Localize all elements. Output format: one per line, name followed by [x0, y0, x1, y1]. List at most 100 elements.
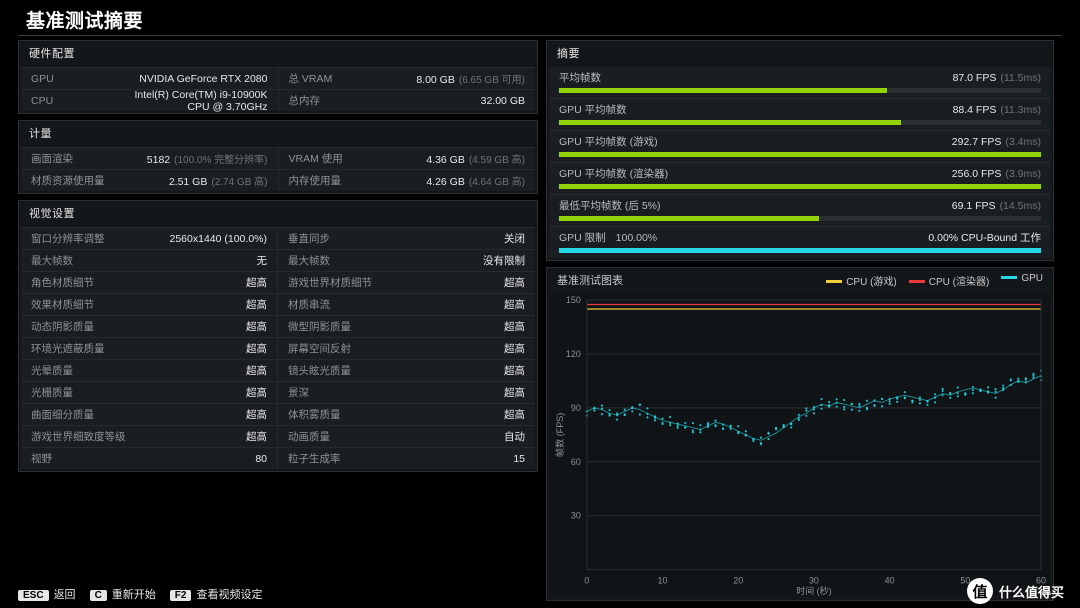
divider [18, 35, 1062, 36]
kv-subvalue: (100.0% 完整分辨率) [174, 155, 267, 166]
legend-item: CPU (游戏) [826, 273, 897, 288]
kv-cell: VRAM 使用4.36 GB(4.59 GB 高) [279, 148, 536, 169]
setting-value: 超高 [504, 341, 525, 356]
summary-bar: GPU 平均帧数 (游戏) 292.7 FPS(3.4ms) [549, 130, 1051, 162]
keycap: C [90, 590, 107, 601]
setting-label: 光栅质量 [31, 385, 73, 400]
kv-label: VRAM 使用 [289, 151, 379, 166]
kv-value: 5182(100.0% 完整分辨率) [121, 151, 268, 166]
legend-item: GPU [1001, 273, 1043, 288]
hardware-panel: 硬件配置 GPUNVIDIA GeForce RTX 2080总 VRAM8.0… [18, 40, 538, 114]
setting-label: 游戏世界材质细节 [288, 275, 372, 290]
legend-item: CPU (渲染器) [909, 273, 990, 288]
keycap: ESC [18, 590, 49, 601]
setting-value: 2560x1440 (100.0%) [170, 233, 268, 245]
summary-bar: 平均帧数87.0 FPS(11.5ms) [549, 67, 1051, 98]
kv-cell: 画面渲染5182(100.0% 完整分辨率) [21, 148, 279, 169]
setting-value: 超高 [504, 385, 525, 400]
svg-text:60: 60 [571, 457, 581, 467]
setting-row: 角色材质细节 超高 [21, 271, 278, 293]
bar-subvalue: (3.9ms) [1005, 168, 1041, 180]
setting-label: 材质串流 [288, 297, 330, 312]
footer-hint[interactable]: F2查看视频设定 [170, 586, 263, 602]
setting-label: 景深 [288, 385, 309, 400]
visual-settings-panel: 视觉设置 窗口分辨率调整2560x1440 (100.0%)垂直同步关闭最大帧数… [18, 200, 538, 472]
kv-subvalue: (2.74 GB 高) [211, 177, 267, 188]
setting-value: 无 [257, 253, 268, 268]
bar-label: GPU 平均帧数 (游戏) [559, 134, 658, 149]
setting-row: 粒子生成率15 [278, 447, 535, 469]
setting-value: 15 [513, 453, 525, 465]
setting-row: 游戏世界材质细节 超高 [278, 271, 535, 293]
bar-fill [559, 248, 1041, 253]
svg-text:20: 20 [733, 576, 743, 586]
kv-cell: 材质资源使用量2.51 GB(2.74 GB 高) [21, 170, 279, 191]
summary-bar: GPU 平均帧数88.4 FPS(11.3ms) [549, 98, 1051, 130]
legend-swatch [826, 280, 842, 283]
bar-label: GPU 平均帧数 [559, 102, 627, 117]
bar-label: 最低平均帧数 (后 5%) [559, 198, 661, 213]
kv-subvalue: (6.65 GB 可用) [459, 75, 525, 86]
summary-bar: GPU 平均帧数 (渲染器) 256.0 FPS(3.9ms) [549, 162, 1051, 194]
setting-row: 微型阴影质量超高 [278, 315, 535, 337]
kv-value: 4.36 GB(4.59 GB 高) [379, 151, 526, 166]
bar-fill [559, 216, 819, 221]
setting-value: 超高 [246, 341, 267, 356]
kv-subvalue: (4.64 GB 高) [469, 177, 525, 188]
hardware-title: 硬件配置 [19, 41, 537, 65]
watermark-text: 什么值得买 [999, 582, 1064, 601]
footer-hint[interactable]: C重新开始 [90, 586, 156, 602]
setting-value: 超高 [246, 275, 267, 290]
setting-value: 80 [255, 453, 267, 465]
bar-value: 292.7 FPS(3.4ms) [952, 136, 1041, 148]
bar-label: GPU 平均帧数 (渲染器) [559, 166, 668, 181]
visual-title: 视觉设置 [19, 201, 537, 225]
legend-swatch [909, 280, 925, 283]
setting-row: 环境光遮蔽质量超高 [21, 337, 278, 359]
setting-label: 角色材质细节 [31, 275, 94, 290]
bar-fill [559, 184, 1041, 189]
setting-row: 光栅质量 超高 [21, 381, 278, 403]
kv-subvalue: (4.59 GB 高) [469, 155, 525, 166]
setting-row: 屏幕空间反射超高 [278, 337, 535, 359]
footer-hint[interactable]: ESC返回 [18, 586, 76, 602]
svg-text:150: 150 [566, 295, 581, 305]
bar-right-value: 0.00% CPU-Bound 工作 [928, 230, 1041, 245]
setting-value: 超高 [246, 385, 267, 400]
summary-panel: 摘要 平均帧数87.0 FPS(11.5ms)GPU 平均帧数88.4 FPS(… [546, 40, 1054, 261]
bar-track [559, 88, 1041, 93]
bar-track [559, 152, 1041, 157]
setting-value: 超高 [504, 363, 525, 378]
setting-value: 超高 [246, 429, 267, 444]
setting-row: 体积雾质量超高 [278, 403, 535, 425]
kv-label: GPU [31, 73, 121, 85]
keycap: F2 [170, 590, 192, 601]
kv-label: CPU [31, 95, 121, 107]
metrics-panel: 计量 画面渲染5182(100.0% 完整分辨率)VRAM 使用4.36 GB(… [18, 120, 538, 194]
setting-row: 动画质量自动 [278, 425, 535, 447]
bar-subvalue: (14.5ms) [1000, 200, 1041, 212]
bar-fill [559, 152, 1041, 157]
setting-value: 超高 [246, 407, 267, 422]
bar-value: 256.0 FPS(3.9ms) [952, 168, 1041, 180]
kv-cell: 内存使用量4.26 GB(4.64 GB 高) [279, 170, 536, 191]
bar-value: 69.1 FPS(14.5ms) [952, 200, 1041, 212]
setting-row: 最大帧数没有限制 [278, 249, 535, 271]
bar-track [559, 248, 1041, 253]
bar-track [559, 184, 1041, 189]
setting-value: 超高 [504, 275, 525, 290]
setting-label: 垂直同步 [288, 231, 330, 246]
bar-fill [559, 88, 887, 93]
setting-value: 超高 [246, 319, 267, 334]
kv-cell: CPUIntel(R) Core(TM) i9-10900K CPU @ 3.7… [21, 90, 279, 111]
kv-row: 画面渲染5182(100.0% 完整分辨率)VRAM 使用4.36 GB(4.5… [21, 147, 535, 169]
svg-text:30: 30 [571, 511, 581, 521]
gpu-limit-bar: GPU 限制100.00%0.00% CPU-Bound 工作 [549, 226, 1051, 258]
chart-area: 3060901201500102030405060时间 (秒)帧数 (FPS) [551, 294, 1049, 596]
setting-row: 曲面细分质量超高 [21, 403, 278, 425]
setting-row: 景深 超高 [278, 381, 535, 403]
chart-panel: 基准测试图表 CPU (游戏)CPU (渲染器)GPU 306090120150… [546, 267, 1054, 601]
watermark-icon: 值 [967, 578, 993, 604]
kv-value: 4.26 GB(4.64 GB 高) [379, 173, 526, 188]
legend-swatch [1001, 276, 1017, 279]
